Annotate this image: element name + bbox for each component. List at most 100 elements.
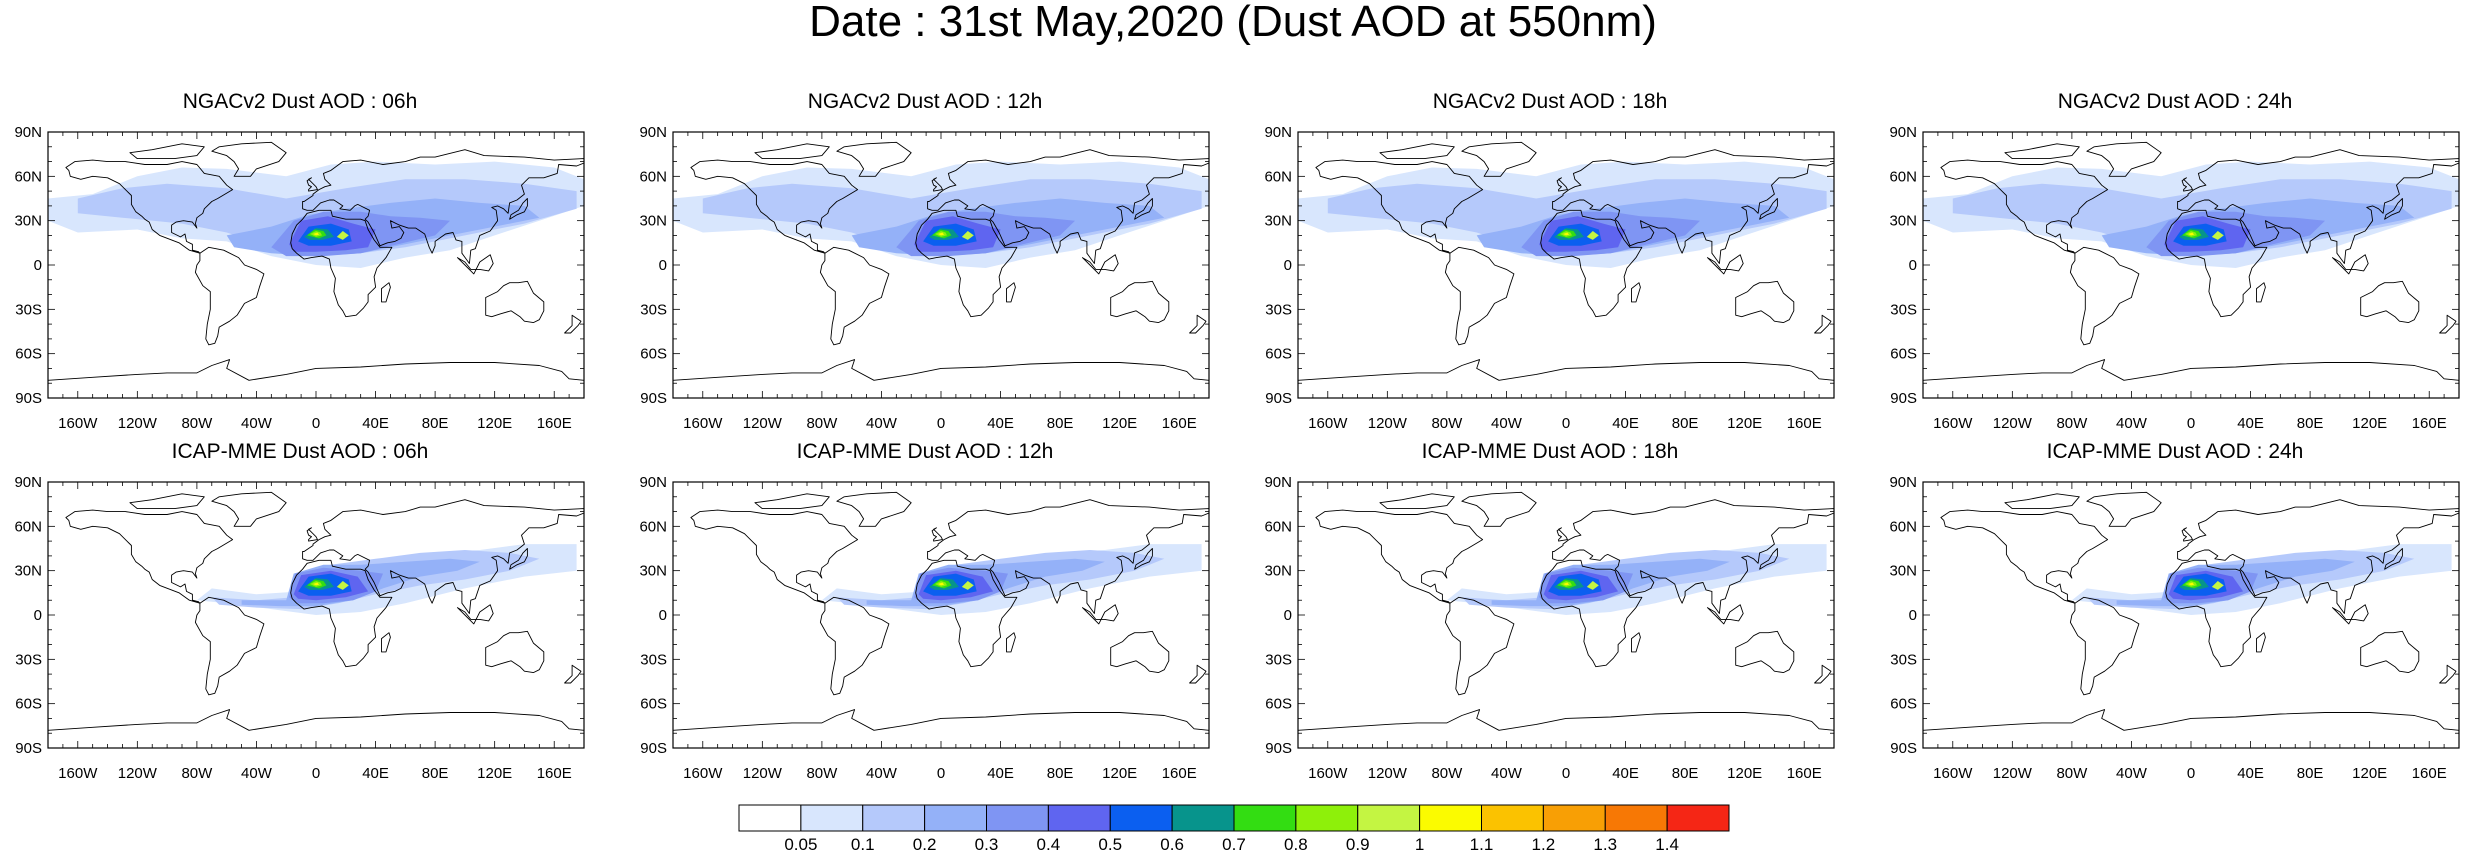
- coastline-south-america: [819, 596, 890, 696]
- lat-tick-label: 0: [1284, 607, 1292, 624]
- lat-tick-label: 60N: [639, 168, 667, 185]
- coastlines: [673, 141, 1209, 398]
- coastline-madagascar: [2256, 632, 2266, 653]
- panel-title: NGACv2 Dust AOD : 06h: [182, 90, 418, 113]
- world-map: 90N 60N 30N 0 30S 60S 90S 160W 120W 80W 40W 0 40E 80E…: [14, 474, 585, 780]
- dust-region-0.9: [1586, 231, 1599, 240]
- coastline-south-america: [1444, 596, 1515, 696]
- colorbar-swatch: [1357, 804, 1421, 832]
- lat-tick-label: 0: [34, 257, 42, 274]
- panel-title: NGACv2 Dust AOD : 12h: [807, 90, 1043, 113]
- coastline-japan: [509, 548, 528, 570]
- lon-tick-label: 120E: [1102, 415, 1137, 430]
- coastline-borneo-sumatra: [2331, 254, 2369, 275]
- colorbar-label: 0.7: [1222, 835, 1246, 854]
- axis-ticks: [672, 481, 1210, 749]
- axis-ticks: [1922, 131, 2460, 399]
- lat-tick-label: 30S: [15, 301, 42, 318]
- lon-tick-label: 0: [2187, 765, 2195, 780]
- dust-region-0.9: [961, 581, 974, 590]
- colorbar-swatch: [1542, 804, 1606, 832]
- lon-tick-label: 80E: [1672, 765, 1699, 780]
- coastlines: [1923, 141, 2459, 398]
- coastline-antarctica: [48, 359, 584, 398]
- lat-tick-label: 30N: [1264, 213, 1292, 230]
- lon-tick-label: 160E: [537, 765, 572, 780]
- coastline-north-america: [1940, 509, 2109, 604]
- coastline-borneo-sumatra: [1706, 254, 1744, 275]
- coastline-australia: [485, 630, 545, 674]
- coastline-japan: [1759, 548, 1778, 570]
- lat-tick-label: 30N: [639, 563, 667, 580]
- map-panel: NGACv2 Dust AOD : 18h 90N 60N 30N 0 30S 60S 90S…: [1250, 90, 1850, 430]
- colorbar-swatch: [1171, 804, 1235, 832]
- dust-region-1.0: [1563, 582, 1569, 586]
- lon-tick-label: 80E: [1047, 415, 1074, 430]
- dust-region-0.9: [2211, 231, 2224, 240]
- lon-tick-label: 40W: [866, 765, 898, 780]
- coastline-britain: [2181, 527, 2193, 542]
- coastline-africa: [290, 209, 393, 318]
- coastline-australia: [485, 280, 545, 324]
- lat-tick-label: 60S: [640, 696, 667, 713]
- lat-tick-label: 30N: [14, 213, 42, 230]
- colorbar-label: 1.2: [1531, 835, 1556, 854]
- panel-title: ICAP-MME Dust AOD : 06h: [171, 440, 429, 463]
- lon-tick-label: 40W: [2116, 415, 2148, 430]
- lon-tick-label: 80W: [2056, 765, 2088, 780]
- lat-tick-label: 0: [1284, 257, 1292, 274]
- axis-ticks: [672, 131, 1210, 399]
- lon-tick-label: 120W: [1368, 415, 1408, 430]
- lat-tick-label: 0: [659, 607, 667, 624]
- dust-aod-field: [48, 161, 584, 268]
- main-title: Date : 31st May,2020 (Dust AOD at 550nm): [809, 0, 1657, 46]
- coastlines: [48, 141, 584, 398]
- dust-aod-field: [1923, 161, 2459, 268]
- lat-tick-label: 90S: [640, 390, 667, 407]
- coastline-borneo-sumatra: [456, 604, 494, 625]
- coastline-north-america: [1940, 159, 2109, 254]
- lon-tick-label: 80E: [1047, 765, 1074, 780]
- lat-tick-label: 30S: [1265, 301, 1292, 318]
- lon-tick-label: 40W: [241, 765, 273, 780]
- coastline-south-america: [2069, 596, 2140, 696]
- coastline-antarctica: [1298, 359, 1834, 398]
- colorbar-swatch: [738, 804, 802, 832]
- map-panel: NGACv2 Dust AOD : 24h 90N 60N 30N 0 30S 60S 90S…: [1875, 90, 2466, 430]
- coastline-new-zealand: [564, 314, 582, 334]
- lon-tick-label: 120W: [743, 415, 783, 430]
- coastline-greenland: [1461, 491, 1537, 527]
- coastline-antarctica: [1298, 709, 1834, 748]
- colorbar-swatch: [1047, 804, 1111, 832]
- colorbar-label: 1: [1414, 835, 1425, 854]
- coastline-eurasia: [927, 499, 1209, 614]
- map-content: [673, 141, 1209, 398]
- coastline-greenland: [1461, 141, 1537, 177]
- world-map: 90N 60N 30N 0 30S 60S 90S 160W 120W 80W 40W 0 40E 80E…: [14, 124, 585, 430]
- lat-tick-label: 60S: [1890, 696, 1917, 713]
- coastline-new-zealand: [1189, 314, 1207, 334]
- lon-tick-label: 120E: [477, 415, 512, 430]
- lat-tick-label: 0: [34, 607, 42, 624]
- coastline-britain: [306, 527, 318, 542]
- lon-tick-label: 160E: [1787, 415, 1822, 430]
- coastline-australia: [1110, 630, 1170, 674]
- coastline-new-zealand: [2439, 314, 2457, 334]
- panel-title: NGACv2 Dust AOD : 18h: [1432, 90, 1668, 113]
- colorbar-swatch: [800, 804, 864, 832]
- coastlines: [1298, 491, 1834, 748]
- lat-tick-label: 60N: [14, 518, 42, 535]
- coastline-japan: [1134, 548, 1153, 570]
- coastline-borneo-sumatra: [1081, 254, 1119, 275]
- lat-tick-label: 60N: [1889, 518, 1917, 535]
- dust-aod-field: [1298, 161, 1834, 268]
- coastline-africa: [2165, 209, 2268, 318]
- coastline-africa: [915, 209, 1018, 318]
- coastline-britain: [306, 177, 318, 192]
- lon-tick-label: 0: [937, 765, 945, 780]
- colorbar-label: 0.9: [1345, 835, 1370, 854]
- lat-tick-label: 30S: [1890, 651, 1917, 668]
- lat-tick-label: 60S: [1890, 346, 1917, 363]
- lat-tick-label: 30N: [1889, 563, 1917, 580]
- axis-ticks: [1297, 481, 1835, 749]
